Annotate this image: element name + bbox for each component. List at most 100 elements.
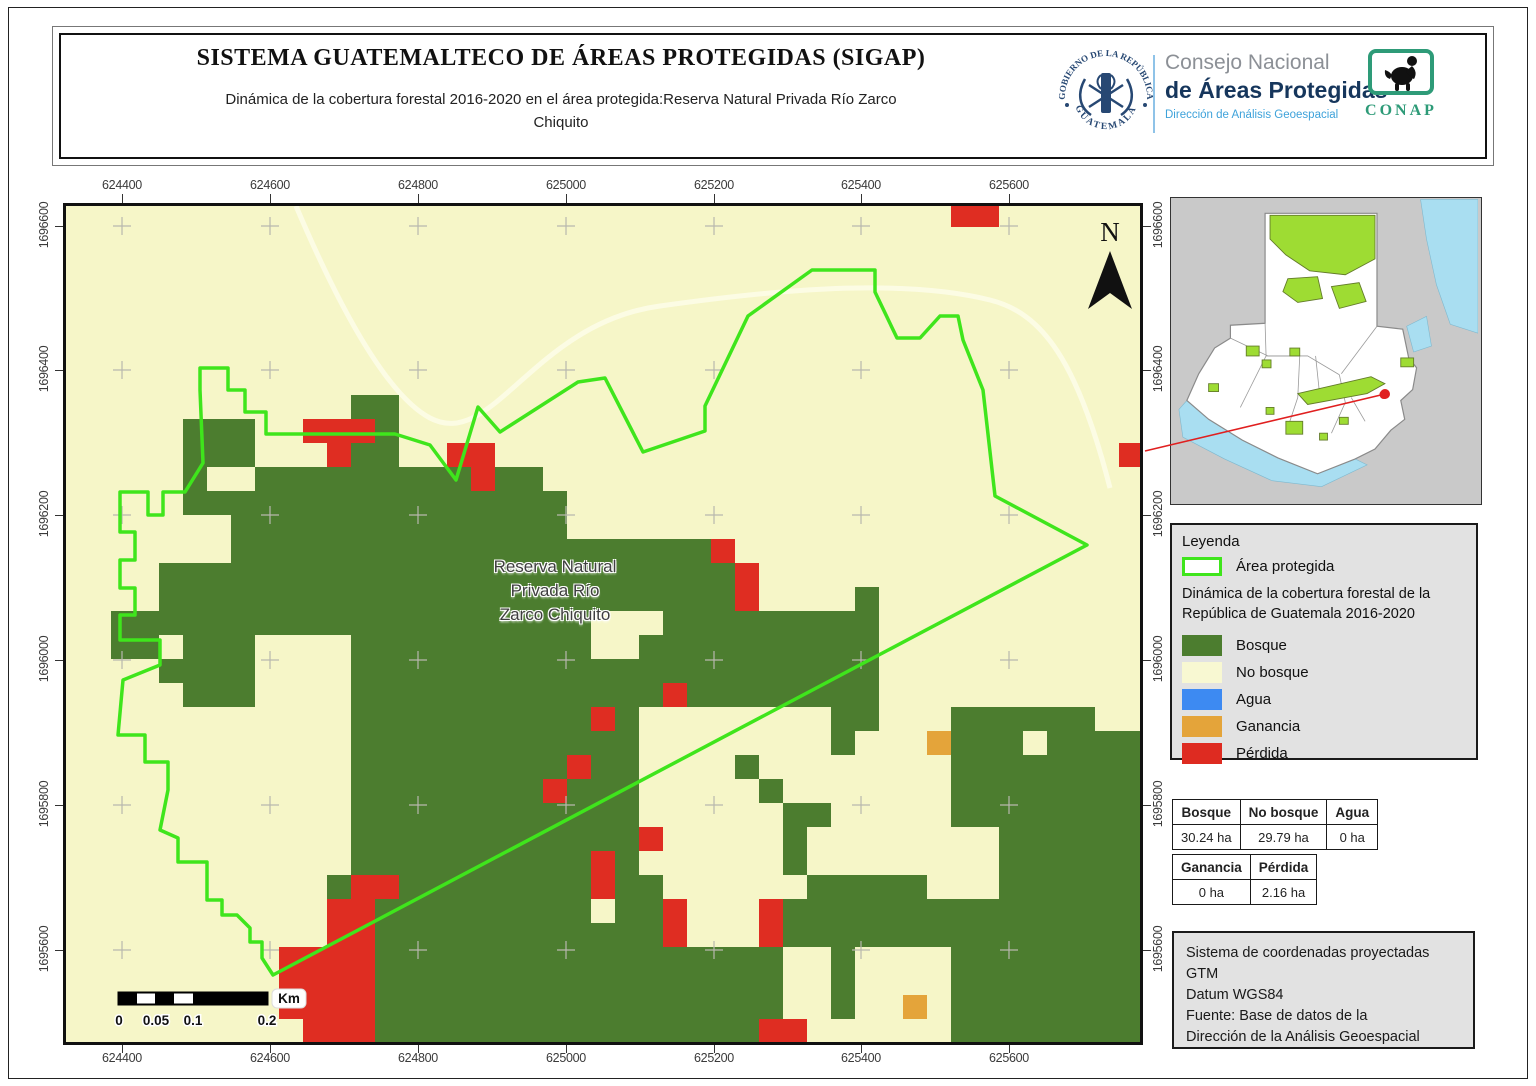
raster-cell-bosque <box>447 491 471 515</box>
legend-swatch-ganancia <box>1182 716 1222 737</box>
x-axis-tick <box>714 1044 715 1053</box>
raster-cell-bosque <box>519 923 543 947</box>
raster-cell-bosque <box>975 899 999 923</box>
raster-cell-bosque <box>183 611 207 635</box>
raster-cell-bosque <box>399 659 423 683</box>
raster-cell-perdida <box>327 419 351 443</box>
raster-cell-bosque <box>1095 731 1119 755</box>
raster-cell-bosque <box>1071 1019 1095 1043</box>
map-canvas: N 0 0.05 0.1 0.2Km <box>63 203 1143 1045</box>
y-axis-tick-label: 1695800 <box>1151 780 1165 828</box>
page-title: SISTEMA GUATEMALTECO DE ÁREAS PROTEGIDAS… <box>196 45 926 71</box>
raster-cell-bosque <box>447 1019 471 1043</box>
raster-cell-bosque <box>1071 755 1095 779</box>
raster-cell-bosque <box>447 731 471 755</box>
raster-cell-bosque <box>351 731 375 755</box>
legend-swatch-pérdida <box>1182 743 1222 764</box>
raster-cell-bosque <box>255 611 279 635</box>
raster-cell-bosque <box>567 635 591 659</box>
x-axis-tick-label: 624400 <box>102 178 142 192</box>
raster-cell-bosque <box>735 971 759 995</box>
raster-cell-bosque <box>543 947 567 971</box>
raster-cell-bosque <box>1071 803 1095 827</box>
y-axis-tick-label: 1696200 <box>37 490 51 538</box>
raster-cell-bosque <box>567 971 591 995</box>
raster-cell-bosque <box>375 419 399 443</box>
raster-cell-bosque <box>519 467 543 491</box>
x-axis-tick-label: 625000 <box>546 178 586 192</box>
raster-cell-bosque <box>711 683 735 707</box>
x-axis-tick-label: 625400 <box>841 178 881 192</box>
raster-cell-bosque <box>639 971 663 995</box>
raster-cell-bosque <box>279 539 303 563</box>
raster-cell-bosque <box>591 995 615 1019</box>
raster-cell-bosque <box>231 635 255 659</box>
raster-cell-bosque <box>1047 875 1071 899</box>
raster-cell-perdida <box>543 779 567 803</box>
raster-cell-bosque <box>255 539 279 563</box>
inset-protected-area <box>1208 383 1219 393</box>
x-axis-tick-label: 624600 <box>250 178 290 192</box>
raster-cell-bosque <box>663 947 687 971</box>
raster-cell-bosque <box>183 563 207 587</box>
raster-cell-bosque <box>1095 851 1119 875</box>
legend-item-label: Bosque <box>1236 637 1287 654</box>
raster-cell-bosque <box>519 611 543 635</box>
raster-cell-bosque <box>615 1019 639 1043</box>
x-axis-tick-label: 625200 <box>694 1051 734 1065</box>
raster-cell-bosque <box>519 899 543 923</box>
raster-cell-bosque <box>519 971 543 995</box>
raster-cell-bosque <box>591 683 615 707</box>
legend-swatch-no-bosque <box>1182 662 1222 683</box>
raster-cell-bosque <box>255 491 279 515</box>
raster-cell-bosque <box>1047 827 1071 851</box>
raster-cell-bosque <box>831 707 855 731</box>
raster-cell-bosque <box>183 491 207 515</box>
raster-cell-bosque <box>351 779 375 803</box>
raster-cell-bosque <box>375 635 399 659</box>
raster-cell-bosque <box>399 971 423 995</box>
raster-cell-bosque <box>1047 1019 1071 1043</box>
inset-canvas <box>1171 199 1479 500</box>
main-map: N 0 0.05 0.1 0.2 Km Reserva Natural Privada R… <box>63 203 1143 1045</box>
raster-cell-bosque <box>999 947 1023 971</box>
raster-cell-bosque <box>1071 779 1095 803</box>
raster-cell-bosque <box>567 659 591 683</box>
raster-cell-bosque <box>447 611 471 635</box>
raster-cell-bosque <box>1119 1019 1143 1043</box>
inset-protected-area <box>1400 357 1415 368</box>
raster-cell-perdida <box>351 995 375 1019</box>
raster-cell-bosque <box>375 851 399 875</box>
inset-department-border <box>1315 355 1320 394</box>
y-axis-tick <box>1142 660 1151 661</box>
raster-cell-bosque <box>783 923 807 947</box>
raster-cell-bosque <box>351 851 375 875</box>
raster-cell-bosque <box>687 995 711 1019</box>
raster-cell-bosque <box>687 563 711 587</box>
raster-cell-bosque <box>855 899 879 923</box>
raster-cell-bosque <box>831 995 855 1019</box>
raster-cell-perdida <box>759 1019 783 1043</box>
raster-cell-bosque <box>543 1019 567 1043</box>
raster-cell-bosque <box>399 563 423 587</box>
raster-cell-bosque <box>327 539 351 563</box>
title-block: SISTEMA GUATEMALTECO DE ÁREAS PROTEGIDAS… <box>81 45 1041 134</box>
raster-cell-bosque <box>447 755 471 779</box>
raster-cell-bosque <box>1119 827 1143 851</box>
raster-cell-bosque <box>1047 971 1071 995</box>
raster-cell-bosque <box>1119 731 1143 755</box>
raster-cell-bosque <box>831 635 855 659</box>
raster-cell-bosque <box>207 587 231 611</box>
raster-cell-bosque <box>375 443 399 467</box>
raster-cell-bosque <box>207 635 231 659</box>
raster-cell-bosque <box>1023 755 1047 779</box>
raster-cell-bosque <box>855 611 879 635</box>
raster-cell-perdida <box>327 443 351 467</box>
raster-cell-bosque <box>471 827 495 851</box>
raster-cell-perdida <box>375 875 399 899</box>
raster-cell-bosque <box>615 707 639 731</box>
org-name-line1: Consejo Nacional <box>1165 51 1330 74</box>
raster-cell-bosque <box>1119 875 1143 899</box>
raster-cell-bosque <box>1071 731 1095 755</box>
raster-cell-bosque <box>423 707 447 731</box>
